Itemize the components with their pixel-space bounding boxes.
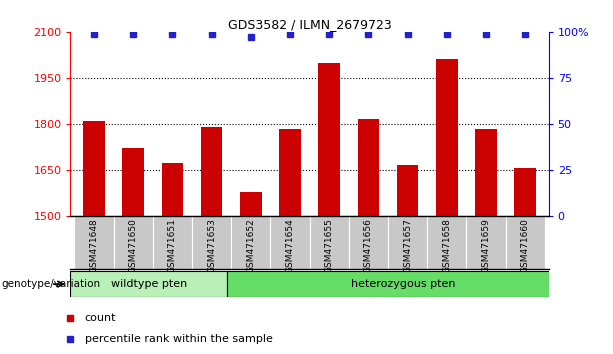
FancyBboxPatch shape [74,216,113,269]
FancyBboxPatch shape [113,216,153,269]
FancyBboxPatch shape [349,216,388,269]
Text: GSM471652: GSM471652 [246,218,255,273]
FancyBboxPatch shape [227,271,565,297]
Text: GSM471658: GSM471658 [442,218,451,274]
Text: GSM471656: GSM471656 [364,218,373,274]
Bar [240,192,262,216]
Text: percentile rank within the sample: percentile rank within the sample [85,334,273,344]
Text: GSM471657: GSM471657 [403,218,412,274]
Bar [475,129,497,216]
Bar [436,59,457,216]
Bar [83,121,105,216]
Bar [318,63,340,216]
Bar [123,148,144,216]
Text: heterozygous pten: heterozygous pten [351,279,456,289]
FancyBboxPatch shape [388,216,427,269]
FancyBboxPatch shape [506,216,545,269]
Text: GSM471651: GSM471651 [168,218,177,274]
FancyBboxPatch shape [153,216,192,269]
Text: GSM471650: GSM471650 [129,218,138,274]
Bar [162,163,183,216]
Text: count: count [85,313,116,323]
Text: genotype/variation: genotype/variation [2,279,101,289]
Bar [514,169,536,216]
FancyBboxPatch shape [270,216,310,269]
FancyBboxPatch shape [231,216,270,269]
Bar [201,127,223,216]
Title: GDS3582 / ILMN_2679723: GDS3582 / ILMN_2679723 [227,18,392,31]
FancyBboxPatch shape [427,216,466,269]
Text: GSM471653: GSM471653 [207,218,216,274]
Bar [397,165,418,216]
Text: GSM471660: GSM471660 [520,218,530,274]
FancyBboxPatch shape [466,216,506,269]
Text: GSM471655: GSM471655 [325,218,333,274]
Text: wildtype pten: wildtype pten [111,279,187,289]
Text: GSM471659: GSM471659 [481,218,490,274]
Text: GSM471654: GSM471654 [286,218,294,273]
FancyBboxPatch shape [192,216,231,269]
FancyBboxPatch shape [310,216,349,269]
Text: GSM471648: GSM471648 [89,218,99,273]
FancyBboxPatch shape [70,271,227,297]
Bar [357,119,379,216]
Bar [279,129,301,216]
